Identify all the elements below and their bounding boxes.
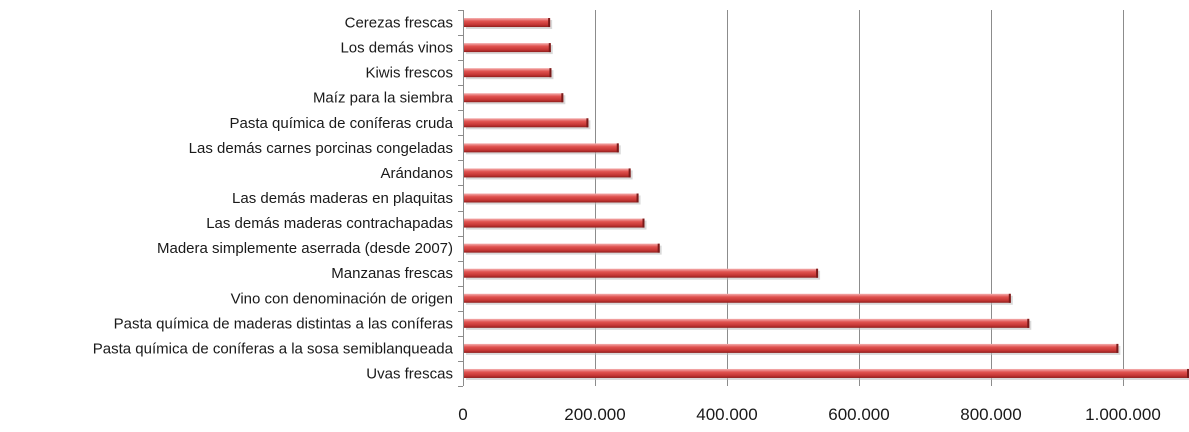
- category-label: Vino con denominación de origen: [231, 290, 453, 307]
- bar-body: [464, 193, 639, 203]
- category-label: Uvas frescas: [366, 365, 453, 382]
- bar-end-cap: [657, 243, 660, 253]
- bar-body: [464, 143, 619, 153]
- x-tick-label: 1.000.000: [1085, 405, 1161, 424]
- category-labels: Uvas frescas Pasta química de coníferas a…: [93, 15, 454, 383]
- bar-end-cap: [636, 193, 639, 203]
- bar-end-cap: [548, 43, 551, 53]
- bar-body: [464, 293, 1011, 303]
- category-label: Las demás maderas en plaquitas: [232, 190, 453, 207]
- bar: [464, 368, 1189, 380]
- category-label: Pasta química de maderas distintas a las…: [114, 315, 453, 332]
- bar-end-cap: [548, 18, 551, 28]
- bar: [464, 268, 821, 280]
- bar-body: [464, 18, 551, 28]
- bar-body: [464, 118, 589, 128]
- bar-body: [464, 68, 552, 78]
- category-label: Arándanos: [380, 165, 453, 182]
- bar-end-cap: [586, 118, 589, 128]
- bar-end-cap: [561, 93, 564, 103]
- x-tick-label: 400.000: [696, 405, 757, 424]
- bar: [464, 143, 621, 155]
- category-label: Pasta química de coníferas cruda: [230, 115, 454, 132]
- bar-end-cap: [1008, 293, 1011, 303]
- category-label: Las demás carnes porcinas congeladas: [189, 140, 453, 157]
- category-label: Kiwis frescos: [365, 65, 453, 82]
- bar: [464, 118, 591, 130]
- bar: [464, 18, 553, 30]
- bar: [464, 243, 662, 255]
- x-tick-label: 0: [458, 405, 467, 424]
- x-tick-labels: 0 200.000 400.000 600.000 800.000 1.000.000: [458, 405, 1161, 424]
- bar-end-cap: [616, 143, 619, 153]
- bar-body: [464, 368, 1189, 378]
- bar-end-cap: [642, 218, 645, 228]
- bar: [464, 43, 553, 55]
- bar: [464, 318, 1032, 330]
- bars: [464, 18, 1189, 380]
- bar-body: [464, 93, 564, 103]
- category-label: Cerezas frescas: [345, 15, 453, 32]
- axes: [458, 10, 464, 387]
- bar-body: [464, 43, 551, 53]
- bar-body: [464, 218, 645, 228]
- category-label: Madera simplemente aserrada (desde 2007): [157, 240, 453, 257]
- bar-end-cap: [816, 268, 819, 278]
- bar: [464, 193, 641, 205]
- bar-body: [464, 343, 1119, 353]
- bar: [464, 168, 633, 180]
- bar: [464, 93, 566, 105]
- x-tick-label: 800.000: [960, 405, 1021, 424]
- bar: [464, 293, 1013, 305]
- bar-end-cap: [549, 68, 552, 78]
- category-label: Los demás vinos: [340, 40, 453, 57]
- bar-body: [464, 243, 660, 253]
- bar-end-cap: [1027, 318, 1030, 328]
- bar-body: [464, 268, 819, 278]
- bar: [464, 218, 647, 230]
- bar-body: [464, 168, 631, 178]
- category-label: Las demás maderas contrachapadas: [206, 215, 453, 232]
- category-label: Pasta química de coníferas a la sosa sem…: [93, 340, 454, 357]
- category-label: Manzanas frescas: [331, 265, 453, 282]
- bar: [464, 68, 554, 80]
- x-tick-label: 200.000: [564, 405, 625, 424]
- bar-end-cap: [628, 168, 631, 178]
- bar-end-cap: [1187, 368, 1189, 378]
- category-label: Maíz para la siembra: [313, 90, 454, 107]
- bar: [464, 343, 1121, 355]
- bar-body: [464, 318, 1030, 328]
- x-tick-label: 600.000: [828, 405, 889, 424]
- bar-end-cap: [1116, 343, 1119, 353]
